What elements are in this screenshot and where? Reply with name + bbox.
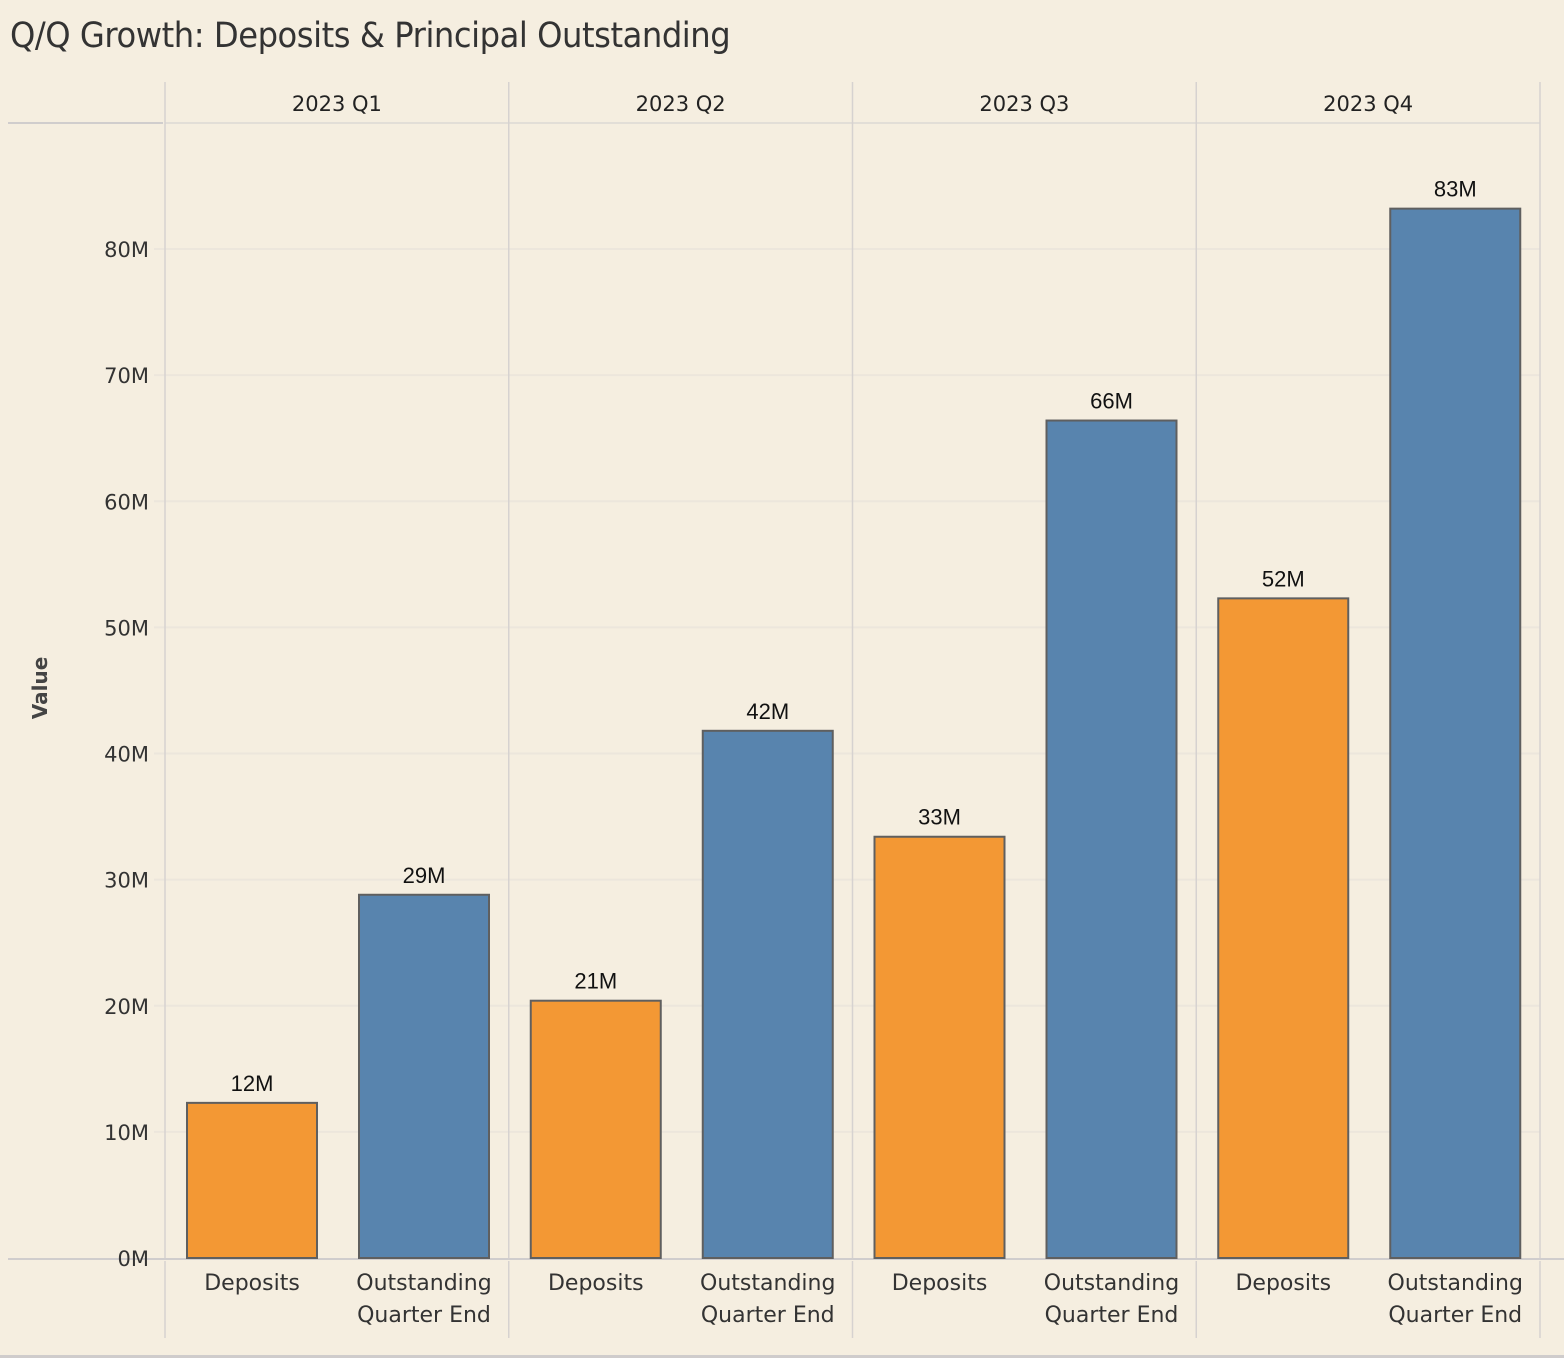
data-label: 83M bbox=[1434, 177, 1477, 202]
category-label: Deposits bbox=[892, 1271, 988, 1296]
bottom-border bbox=[0, 1355, 1564, 1358]
category-label: Outstanding bbox=[356, 1271, 491, 1296]
quarter-header: 2023 Q1 bbox=[292, 92, 382, 116]
bar-deposits bbox=[1217, 597, 1350, 1259]
bar-outstanding bbox=[358, 893, 490, 1259]
y-tick-label: 0M bbox=[118, 1247, 149, 1271]
y-tick-label: 30M bbox=[104, 869, 149, 893]
y-tick-label: 40M bbox=[104, 743, 149, 767]
chart-title: Q/Q Growth: Deposits & Principal Outstan… bbox=[10, 16, 731, 56]
category-label: Outstanding bbox=[1044, 1271, 1179, 1296]
y-axis-title: Value bbox=[28, 657, 52, 720]
data-label: 29M bbox=[403, 863, 446, 888]
bar-outstanding bbox=[1389, 207, 1522, 1259]
bar-outstanding bbox=[701, 729, 834, 1259]
y-tick-label: 20M bbox=[104, 995, 149, 1019]
bar-deposits bbox=[186, 1101, 318, 1259]
bar-deposits bbox=[873, 835, 1006, 1259]
category-label: Quarter End bbox=[1388, 1303, 1522, 1328]
y-tick-label: 70M bbox=[104, 364, 149, 388]
data-label: 33M bbox=[918, 805, 961, 830]
category-label: Quarter End bbox=[701, 1303, 835, 1328]
category-label: Outstanding bbox=[1388, 1271, 1523, 1296]
bar-outstanding bbox=[1045, 419, 1178, 1259]
data-label: 66M bbox=[1090, 389, 1133, 414]
y-tick-label: 80M bbox=[104, 238, 149, 262]
category-label: Deposits bbox=[548, 1271, 644, 1296]
labels: 0M 10M 20M 30M 40M 50M 60M 70M 80M Value 2023 Q1 12… bbox=[28, 92, 1523, 1328]
quarter-header: 2023 Q3 bbox=[979, 92, 1069, 116]
category-label: Outstanding bbox=[700, 1271, 835, 1296]
bars bbox=[186, 207, 1522, 1260]
data-label: 42M bbox=[746, 699, 789, 724]
bar-deposits bbox=[529, 999, 662, 1260]
quarter-header: 2023 Q2 bbox=[636, 92, 726, 116]
data-label: 52M bbox=[1262, 566, 1305, 591]
y-tick-label: 60M bbox=[104, 490, 149, 514]
data-label: 21M bbox=[574, 969, 617, 994]
category-label: Quarter End bbox=[357, 1303, 491, 1328]
y-tick-label: 10M bbox=[104, 1121, 149, 1145]
y-tick-label: 50M bbox=[104, 616, 149, 640]
category-label: Quarter End bbox=[1045, 1303, 1179, 1328]
data-label: 12M bbox=[231, 1071, 274, 1096]
category-label: Deposits bbox=[204, 1271, 300, 1296]
category-label: Deposits bbox=[1235, 1271, 1331, 1296]
quarter-header: 2023 Q4 bbox=[1323, 92, 1413, 116]
